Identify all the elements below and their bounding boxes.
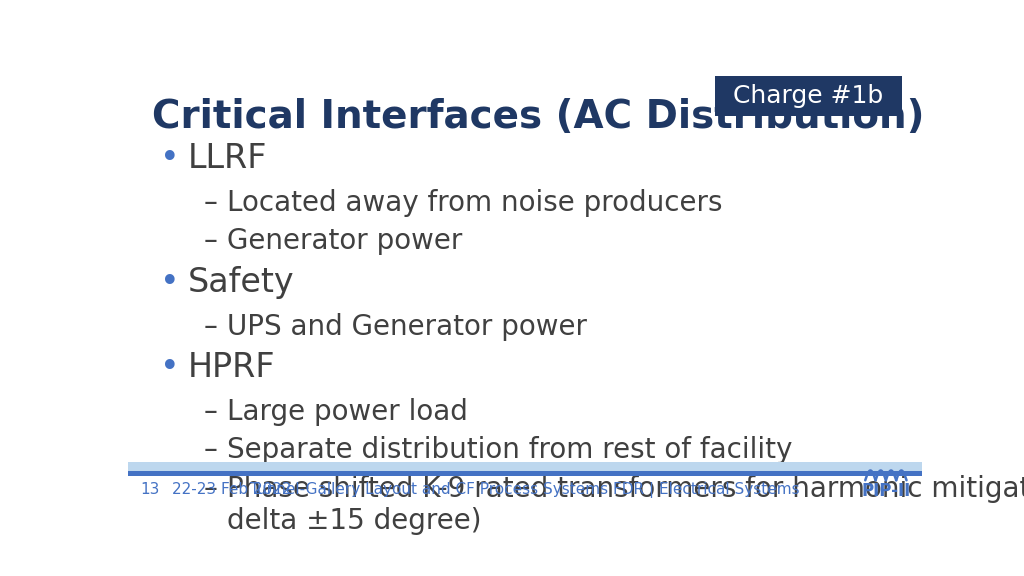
Text: –: – (204, 228, 217, 256)
Text: Generator power: Generator power (227, 228, 463, 256)
Text: PIP-II: PIP-II (861, 482, 910, 501)
Text: Located away from noise producers: Located away from noise producers (227, 189, 723, 217)
Text: HPRF: HPRF (187, 351, 275, 384)
Text: LLRF: LLRF (187, 142, 267, 175)
Text: Safety: Safety (187, 266, 294, 299)
Text: 22-23 Feb 2022: 22-23 Feb 2022 (172, 483, 291, 498)
Text: Tunnel-Gallery Layout and CF Process Systems FDR | Electrical Systems: Tunnel-Gallery Layout and CF Process Sys… (250, 483, 800, 498)
Text: –: – (204, 313, 217, 340)
Text: –: – (204, 437, 217, 464)
Text: •: • (160, 142, 179, 175)
Text: •: • (160, 266, 179, 299)
Text: Large power load: Large power load (227, 398, 468, 426)
Text: –: – (204, 398, 217, 426)
Text: –: – (204, 475, 217, 503)
Text: –: – (204, 189, 217, 217)
FancyBboxPatch shape (715, 76, 902, 116)
Bar (128, 461, 922, 471)
Text: UPS and Generator power: UPS and Generator power (227, 313, 587, 340)
Text: Separate distribution from rest of facility: Separate distribution from rest of facil… (227, 437, 793, 464)
Text: Critical Interfaces (AC Distribution): Critical Interfaces (AC Distribution) (152, 98, 925, 136)
Text: Phase shifted K-9 rated transformers for harmonic mitigation (extended
delta ±15: Phase shifted K-9 rated transformers for… (227, 475, 1024, 535)
Text: 13: 13 (140, 483, 160, 498)
Bar (128, 471, 922, 476)
Text: Charge #1b: Charge #1b (733, 84, 884, 108)
Text: •: • (160, 351, 179, 384)
